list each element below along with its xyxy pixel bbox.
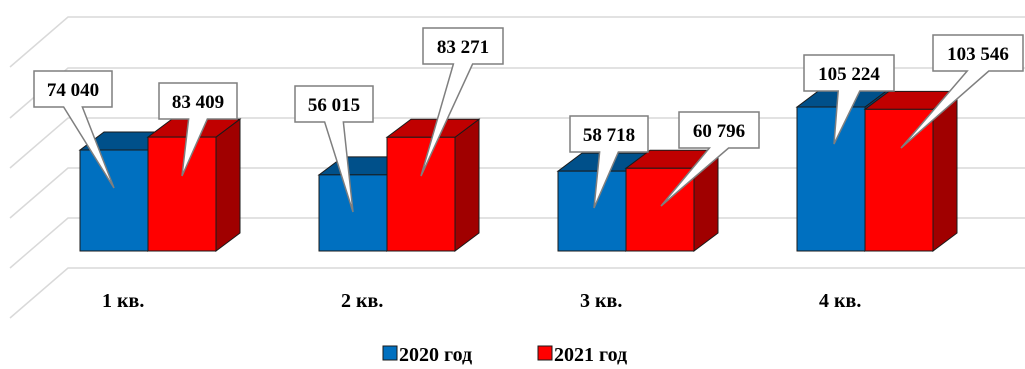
data-label-callout: 83 409 <box>158 82 238 177</box>
data-label-callout: 83 271 <box>420 27 504 177</box>
category-label: 1 кв. <box>102 290 144 312</box>
bar-2021-q4 <box>863 90 959 252</box>
bar-front <box>557 170 627 252</box>
data-label: 83 271 <box>437 37 489 58</box>
bar-front <box>796 106 866 252</box>
category-labels: 1 кв. 2 кв. 3 кв. 4 кв. <box>102 290 861 312</box>
bar-front <box>386 136 456 252</box>
data-label-callout: 56 015 <box>294 85 374 213</box>
legend-label: 2021 год <box>554 344 627 366</box>
legend-label: 2020 год <box>399 344 472 366</box>
bar-front <box>318 174 388 252</box>
gridlines <box>9 16 1025 319</box>
callout-shape <box>33 70 115 189</box>
bar-front <box>79 149 149 252</box>
bar-2021-q2 <box>385 118 481 252</box>
gridline <box>9 67 1025 119</box>
data-label: 60 796 <box>693 121 745 142</box>
data-label-callout: 74 040 <box>33 70 115 189</box>
legend-item-2020: 2020 год <box>382 344 472 366</box>
callout-shape <box>158 82 238 177</box>
data-label: 58 718 <box>583 125 635 146</box>
gridline <box>9 16 1025 68</box>
data-label: 74 040 <box>47 80 99 101</box>
bar-side <box>454 118 480 252</box>
callout-shape <box>803 54 895 145</box>
bars <box>78 88 959 252</box>
data-label: 103 546 <box>947 44 1009 65</box>
data-label: 105 224 <box>818 64 880 85</box>
callout-shape <box>900 34 1024 149</box>
data-label-callout: 105 224 <box>803 54 895 145</box>
callout-shape <box>420 27 504 177</box>
category-label: 4 кв. <box>819 290 861 312</box>
gridline <box>9 267 1025 319</box>
data-label-callout: 103 546 <box>900 34 1024 149</box>
category-label: 2 кв. <box>341 290 383 312</box>
legend-item-2021: 2021 год <box>537 344 627 366</box>
bar-front <box>147 136 217 252</box>
data-label: 83 409 <box>172 92 224 113</box>
bar-side <box>215 118 241 252</box>
legend-swatch <box>537 345 553 361</box>
data-label-callout: 58 718 <box>569 115 649 209</box>
legend: 2020 год 2021 год <box>382 344 627 366</box>
data-labels: 74 040 83 409 56 015 83 271 58 718 60 796 105 … <box>33 27 1024 213</box>
callout-shape <box>660 111 760 207</box>
category-label: 3 кв. <box>580 290 622 312</box>
bar-front <box>864 108 934 252</box>
data-label: 56 015 <box>308 95 360 116</box>
bar-2021-q1 <box>146 118 242 252</box>
data-label-callout: 60 796 <box>660 111 760 207</box>
legend-swatch <box>382 345 398 361</box>
callout-shape <box>294 85 374 213</box>
callout-shape <box>569 115 649 209</box>
